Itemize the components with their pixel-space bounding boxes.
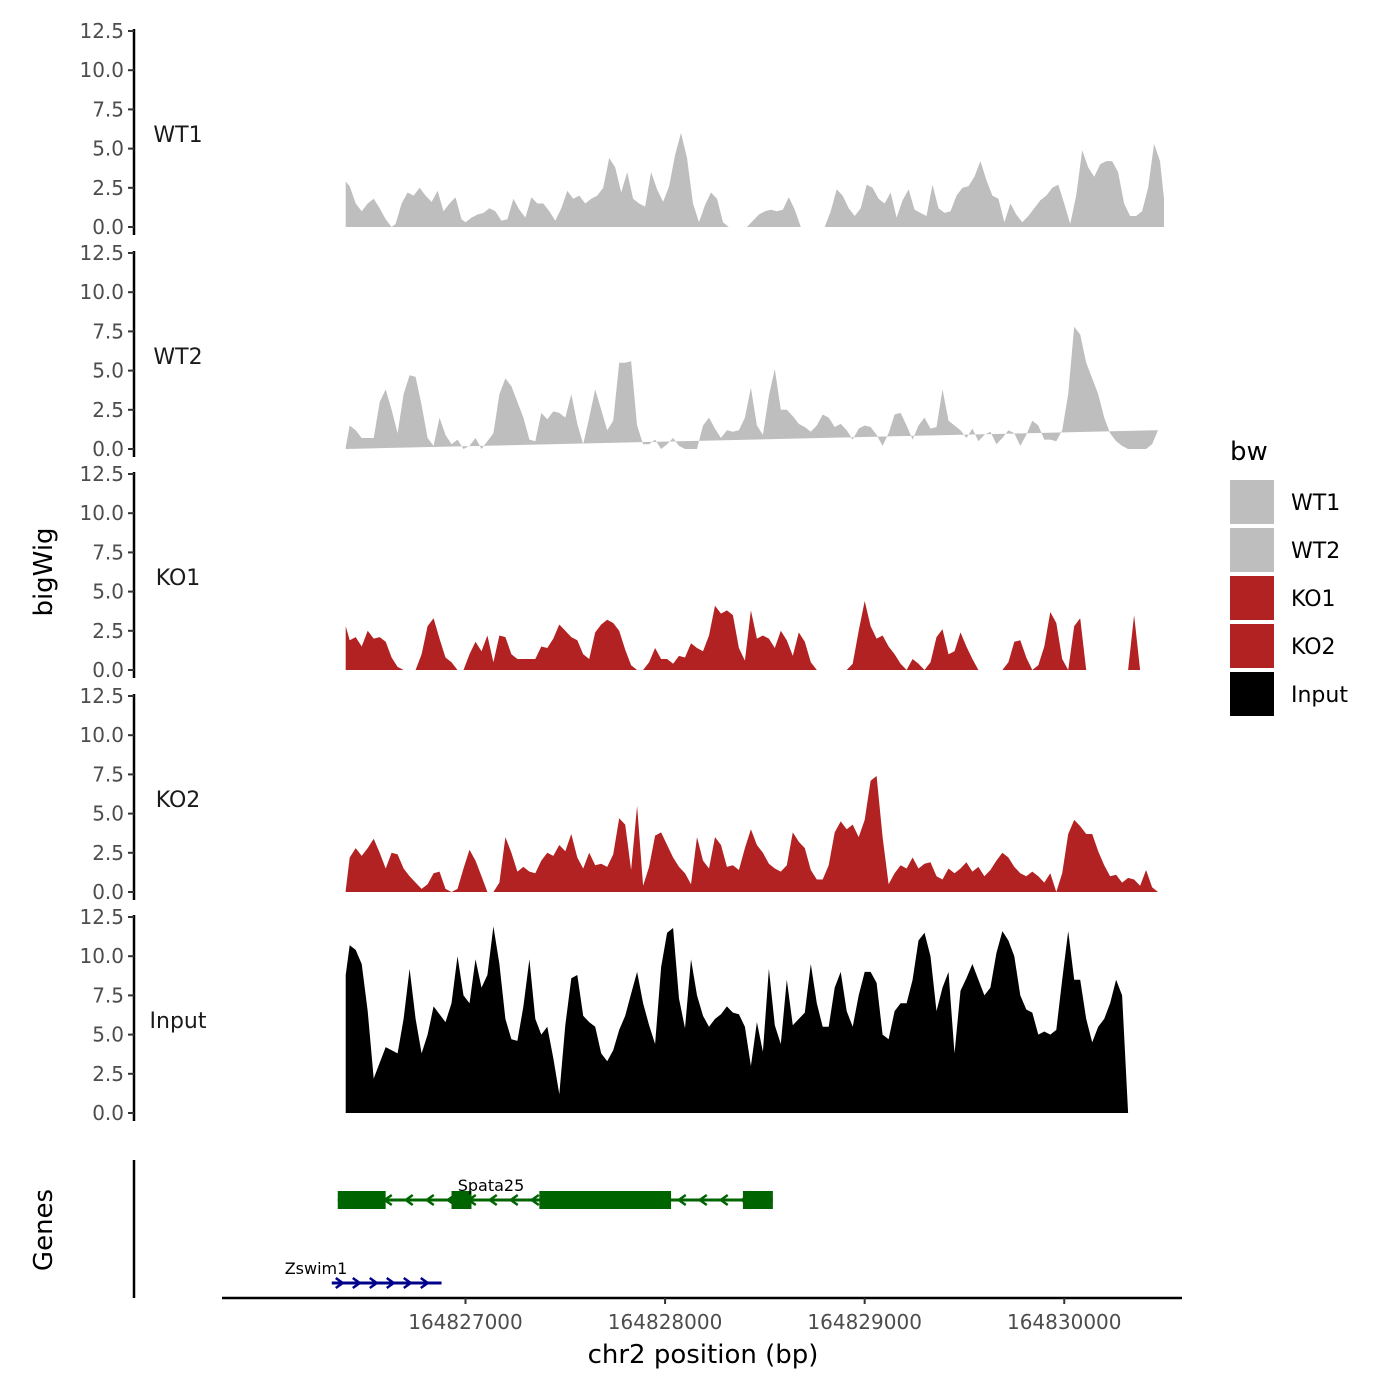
y-tick-label: 12.5 (79, 462, 124, 486)
y-tick-label: 12.5 (79, 684, 124, 708)
strand-arrow (676, 1193, 687, 1207)
y-tick-label: 2.5 (92, 1062, 124, 1086)
y-tick-label: 7.5 (92, 762, 124, 786)
legend-item-ko2: KO2 (1230, 624, 1336, 668)
legend-swatch (1230, 528, 1274, 572)
strand-arrow (487, 1193, 498, 1207)
coverage-area-wt2 (345, 326, 1158, 449)
coverage-area-ko1 (345, 601, 1141, 670)
legend-title: bw (1230, 437, 1268, 467)
strand-arrow (424, 1193, 435, 1207)
exon-block (539, 1191, 672, 1209)
legend-swatch (1230, 624, 1274, 668)
strand-arrow (697, 1193, 708, 1207)
x-tick-label: 164829000 (807, 1310, 922, 1334)
strand-arrow (508, 1193, 519, 1207)
strand-arrow (718, 1193, 729, 1207)
coverage-area-input (345, 926, 1164, 1113)
coverage-area-wt1 (345, 132, 1164, 227)
y-tick-label: 2.5 (92, 398, 124, 422)
track-panel-wt1: 0.0 2.5 5.0 7.5 10.0 12.5 WT1 (79, 19, 1164, 239)
track-panel-input: 0.0 2.5 5.0 7.5 10.0 12.5 Input (79, 905, 1164, 1125)
legend-swatch (1230, 576, 1274, 620)
y-tick-label: 0.0 (92, 658, 124, 682)
y-tick-label: 0.0 (92, 437, 124, 461)
gene-label-zswim1: Zswim1 (285, 1259, 348, 1278)
y-tick-label: 0.0 (92, 1101, 124, 1125)
gene-zswim1: Zswim1 (285, 1259, 442, 1290)
y-tick-label: 10.0 (79, 944, 124, 968)
exon-block (337, 1191, 386, 1209)
strand-arrow (386, 1276, 396, 1290)
track-panel-wt2: 0.0 2.5 5.0 7.5 10.0 12.5 WT2 (79, 241, 1158, 461)
y-axis-title: bigWig (29, 527, 59, 616)
y-tick-label: 7.5 (92, 983, 124, 1007)
y-tick-label: 12.5 (79, 905, 124, 929)
y-tick-label: 2.5 (92, 619, 124, 643)
track-label-wt2: WT2 (153, 345, 202, 370)
legend-label: WT1 (1291, 491, 1340, 516)
strand-arrow (529, 1193, 540, 1207)
y-tick-label: 5.0 (92, 137, 124, 161)
y-tick-label: 10.0 (79, 58, 124, 82)
legend-item-wt2: WT2 (1230, 528, 1340, 572)
y-tick-label: 10.0 (79, 501, 124, 525)
legend-label: Input (1291, 683, 1348, 708)
x-tick-label: 164830000 (1007, 1310, 1122, 1334)
track-label-wt1: WT1 (153, 123, 202, 148)
y-tick-label: 5.0 (92, 802, 124, 826)
y-tick-label: 10.0 (79, 280, 124, 304)
strand-arrow (369, 1276, 379, 1290)
strand-arrow (403, 1193, 414, 1207)
legend-label: WT2 (1291, 539, 1340, 564)
track-label-input: Input (150, 1009, 207, 1034)
y-tick-label: 0.0 (92, 880, 124, 904)
genes-axis-title: Genes (29, 1189, 59, 1271)
gene-spata25: Spata25 (337, 1176, 773, 1209)
y-tick-label: 5.0 (92, 359, 124, 383)
x-axis-title: chr2 position (bp) (588, 1340, 819, 1370)
y-tick-label: 10.0 (79, 723, 124, 747)
exon-block (451, 1191, 472, 1209)
legend: WT1 WT2 KO1 KO2 Input (1230, 480, 1348, 716)
tracks-layer: 0.0 2.5 5.0 7.5 10.0 12.5 WT1 0.0 2.5 5.0 7.5 10.0 1… (79, 19, 1168, 1125)
strand-arrow (352, 1276, 362, 1290)
legend-label: KO1 (1291, 587, 1336, 612)
track-panel-ko1: 0.0 2.5 5.0 7.5 10.0 12.5 KO1 (79, 462, 1141, 682)
y-tick-label: 7.5 (92, 97, 124, 121)
y-tick-label: 5.0 (92, 580, 124, 604)
legend-swatch (1230, 480, 1274, 524)
y-tick-label: 5.0 (92, 1023, 124, 1047)
x-tick-label: 164828000 (608, 1310, 723, 1334)
coverage-area-ko2 (345, 776, 1168, 892)
strand-arrow (403, 1276, 413, 1290)
strand-arrow (420, 1276, 430, 1290)
y-tick-label: 2.5 (92, 176, 124, 200)
genes-layer: Spata25 Zswim1 (132, 1160, 773, 1298)
y-tick-label: 7.5 (92, 319, 124, 343)
legend-swatch (1230, 672, 1274, 716)
gene-label-spata25: Spata25 (458, 1176, 525, 1195)
legend-label: KO2 (1291, 635, 1336, 660)
y-tick-label: 12.5 (79, 241, 124, 265)
legend-item-wt1: WT1 (1230, 480, 1340, 524)
y-tick-label: 7.5 (92, 540, 124, 564)
legend-item-ko1: KO1 (1230, 576, 1336, 620)
y-tick-label: 2.5 (92, 841, 124, 865)
x-tick-label: 164827000 (408, 1310, 523, 1334)
track-label-ko1: KO1 (156, 566, 201, 591)
x-axis: 164827000 164828000 164829000 164830000 (222, 1296, 1182, 1334)
track-panel-ko2: 0.0 2.5 5.0 7.5 10.0 12.5 KO2 (79, 684, 1168, 904)
exon-block (742, 1191, 773, 1209)
y-tick-label: 12.5 (79, 19, 124, 43)
track-label-ko2: KO2 (156, 788, 201, 813)
y-tick-label: 0.0 (92, 215, 124, 239)
strand-arrow (335, 1276, 345, 1290)
legend-item-input: Input (1230, 672, 1348, 716)
